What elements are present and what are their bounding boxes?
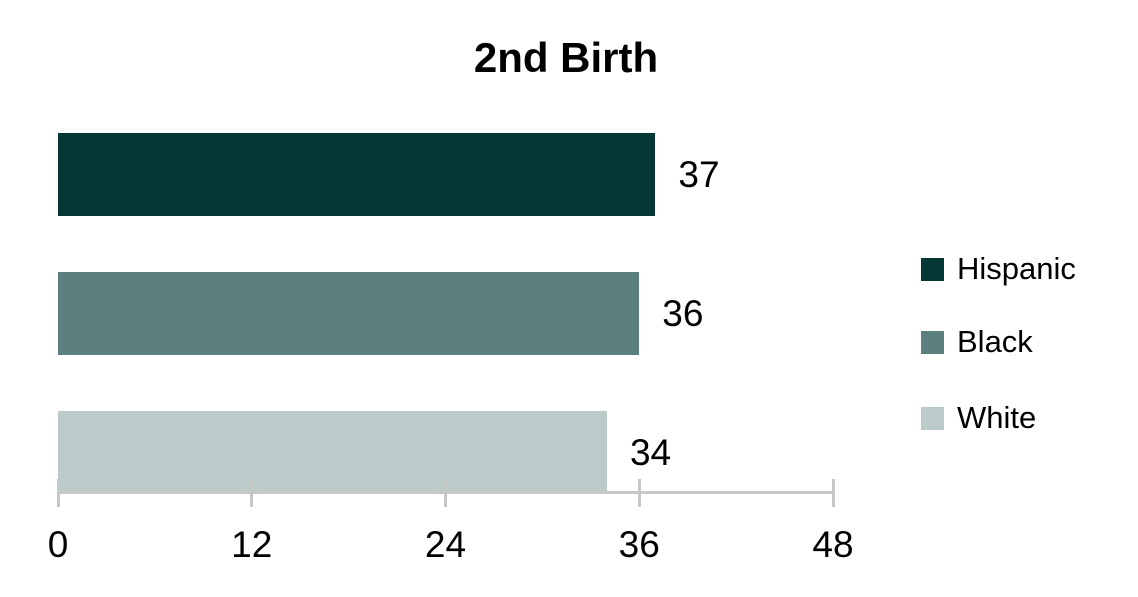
chart-title: 2nd Birth bbox=[473, 34, 659, 81]
legend-item-black: Black bbox=[921, 324, 1033, 360]
legend-swatch-icon bbox=[921, 330, 944, 354]
legend-item-hispanic: Hispanic bbox=[921, 251, 1076, 287]
bar-hispanic bbox=[58, 133, 656, 216]
x-axis-tick-label: 36 bbox=[618, 524, 660, 565]
x-axis-tick bbox=[56, 479, 60, 507]
x-axis-tick bbox=[444, 479, 447, 507]
bar-value-label: 34 bbox=[629, 431, 672, 473]
x-axis-tick bbox=[250, 479, 254, 507]
bar-value-label: 37 bbox=[678, 153, 720, 195]
x-axis-tick-label: 0 bbox=[47, 524, 69, 565]
legend-swatch-icon bbox=[921, 257, 944, 281]
legend-swatch-icon bbox=[921, 406, 944, 430]
x-axis-tick bbox=[831, 479, 835, 507]
x-axis-tick-label: 48 bbox=[812, 524, 854, 565]
x-axis-tick-label: 12 bbox=[231, 524, 273, 565]
legend-label: Black bbox=[957, 324, 1033, 359]
x-axis-tick-label: 24 bbox=[424, 524, 467, 565]
bar-value-label: 36 bbox=[662, 292, 704, 334]
legend-label: Hispanic bbox=[957, 251, 1076, 286]
legend-label: White bbox=[957, 400, 1037, 435]
legend-item-white: White bbox=[921, 400, 1036, 436]
bar-black bbox=[58, 272, 640, 355]
legend: Hispanic Black White bbox=[921, 0, 1136, 597]
x-axis-tick bbox=[637, 479, 641, 507]
bar-white bbox=[58, 411, 607, 494]
